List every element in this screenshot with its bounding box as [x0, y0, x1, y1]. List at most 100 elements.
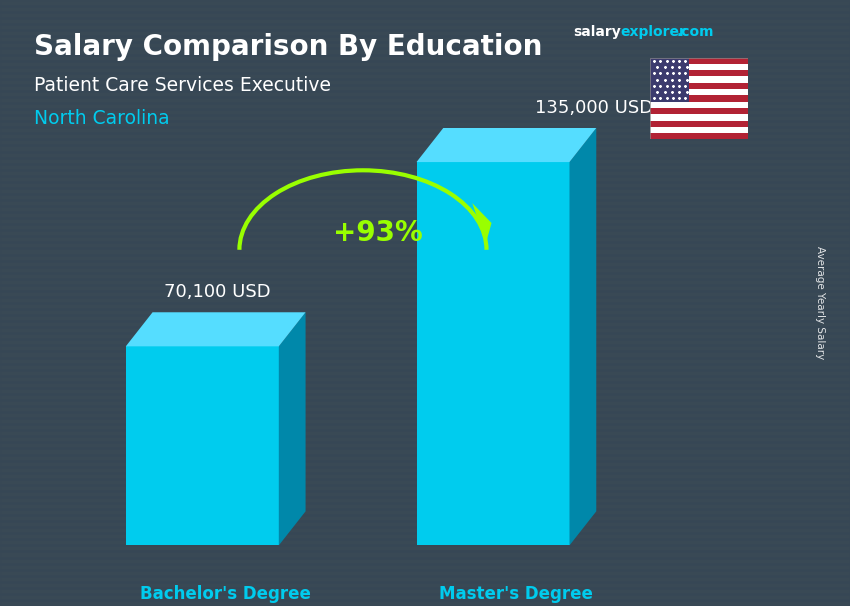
Bar — [0, 406, 850, 412]
Bar — [650, 76, 748, 83]
Bar — [0, 509, 850, 515]
Bar — [0, 545, 850, 551]
Bar — [0, 176, 850, 182]
Bar — [0, 158, 850, 164]
Bar — [0, 521, 850, 527]
Bar — [0, 321, 850, 327]
Bar — [0, 309, 850, 315]
Bar — [0, 570, 850, 576]
Bar — [0, 497, 850, 503]
Text: salary: salary — [574, 25, 621, 39]
Bar — [0, 79, 850, 85]
Bar — [0, 297, 850, 303]
Bar — [0, 479, 850, 485]
Bar — [0, 139, 850, 145]
Bar — [0, 97, 850, 103]
Bar — [0, 351, 850, 358]
Text: +93%: +93% — [333, 219, 423, 247]
Bar — [0, 412, 850, 418]
Bar — [0, 442, 850, 448]
Text: North Carolina: North Carolina — [34, 109, 170, 128]
Bar — [0, 436, 850, 442]
Bar — [0, 315, 850, 321]
Bar — [0, 400, 850, 406]
Polygon shape — [279, 312, 305, 545]
Bar — [0, 485, 850, 491]
Bar — [0, 103, 850, 109]
Bar — [0, 376, 850, 382]
Bar — [0, 327, 850, 333]
Bar — [0, 558, 850, 564]
Bar — [0, 248, 850, 255]
Bar — [0, 255, 850, 261]
Bar — [0, 18, 850, 24]
Bar — [0, 67, 850, 73]
Bar — [0, 121, 850, 127]
Bar — [0, 36, 850, 42]
Bar — [650, 64, 748, 70]
Text: Average Yearly Salary: Average Yearly Salary — [815, 247, 825, 359]
Bar — [0, 188, 850, 194]
Bar — [0, 424, 850, 430]
Bar — [650, 89, 748, 95]
Bar — [0, 491, 850, 497]
Bar — [416, 162, 570, 545]
Bar — [0, 594, 850, 600]
Bar — [650, 83, 748, 89]
Bar — [0, 418, 850, 424]
Bar — [0, 206, 850, 212]
Bar — [0, 182, 850, 188]
Bar — [0, 430, 850, 436]
Bar — [0, 55, 850, 61]
Bar — [650, 127, 748, 133]
Bar — [0, 261, 850, 267]
Bar — [0, 394, 850, 400]
Bar — [0, 279, 850, 285]
Bar — [0, 333, 850, 339]
Bar — [0, 73, 850, 79]
Bar — [126, 347, 279, 545]
Bar — [650, 95, 748, 102]
Bar — [0, 24, 850, 30]
Bar — [0, 152, 850, 158]
Bar — [650, 58, 748, 64]
Bar — [0, 564, 850, 570]
Bar — [0, 345, 850, 351]
Bar — [0, 582, 850, 588]
Bar — [0, 218, 850, 224]
Bar — [650, 114, 748, 121]
Bar — [0, 224, 850, 230]
Text: 135,000 USD: 135,000 USD — [536, 99, 653, 116]
Bar — [0, 473, 850, 479]
Text: .com: .com — [677, 25, 714, 39]
Bar — [0, 382, 850, 388]
Bar — [0, 533, 850, 539]
Text: Salary Comparison By Education: Salary Comparison By Education — [34, 33, 542, 61]
Bar — [0, 358, 850, 364]
Bar — [0, 303, 850, 309]
Bar — [0, 48, 850, 55]
Bar — [0, 285, 850, 291]
Bar — [650, 102, 748, 108]
Bar — [0, 0, 850, 6]
Text: Bachelor's Degree: Bachelor's Degree — [139, 585, 311, 603]
Bar — [0, 467, 850, 473]
Bar — [0, 448, 850, 454]
Bar — [0, 364, 850, 370]
Bar — [0, 576, 850, 582]
Bar — [0, 461, 850, 467]
Text: 70,100 USD: 70,100 USD — [164, 283, 270, 301]
Polygon shape — [570, 128, 596, 545]
Bar — [0, 370, 850, 376]
Bar — [0, 115, 850, 121]
Bar — [0, 454, 850, 461]
Bar — [0, 170, 850, 176]
Bar — [0, 212, 850, 218]
Bar — [650, 108, 748, 114]
Polygon shape — [126, 312, 305, 347]
Bar — [0, 133, 850, 139]
Bar — [0, 515, 850, 521]
Bar — [0, 194, 850, 200]
Bar — [0, 273, 850, 279]
Polygon shape — [416, 128, 596, 162]
